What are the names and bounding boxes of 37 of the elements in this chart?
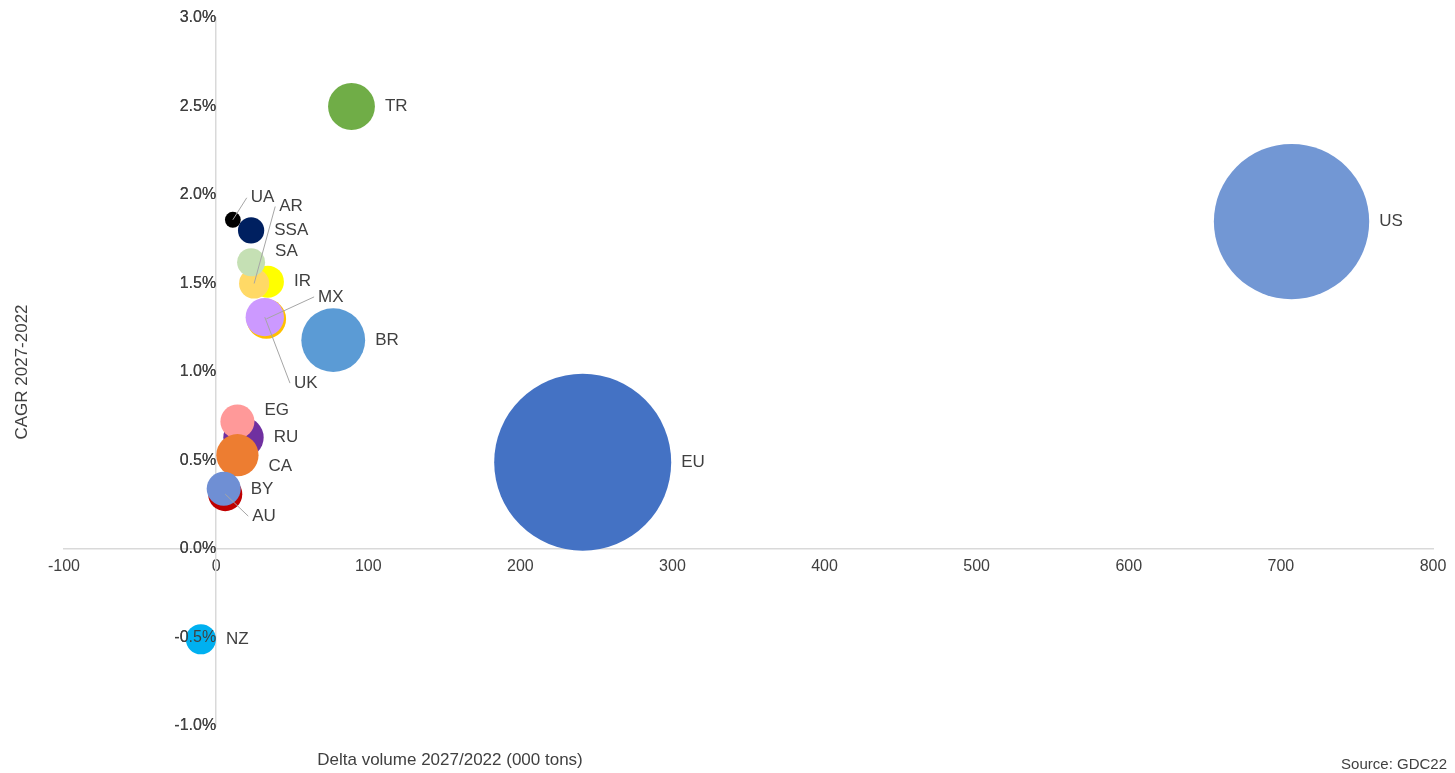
source-note: Source: GDC22 [1341,755,1447,772]
series-label: SSA [274,220,309,240]
x-tick-label: 400 [811,557,838,575]
series-label: UA [250,187,276,207]
series-label: US [1379,211,1403,231]
x-tick-label: 800 [1419,557,1447,575]
series-label: EG [264,400,289,420]
series-label: MX [318,286,344,306]
series-label: NZ [225,628,249,648]
series-label: RU [273,427,299,447]
y-tick-label: 2.5% [179,96,217,114]
series-label: SA [275,240,299,260]
y-axis-title: CAGR 2027-2022 [12,304,32,440]
series-label: EU [681,451,705,471]
x-tick-label: 700 [1267,557,1295,575]
series-label: TR [384,96,408,116]
y-tick-label: 0.5% [179,450,217,468]
x-tick-label: 500 [963,557,991,575]
y-tick-label: 3.0% [179,8,217,26]
y-tick-label: 2.0% [179,185,217,203]
y-tick-label: 0.0% [179,539,217,557]
series-label: BR [375,329,399,349]
series-label: CA [268,455,293,475]
series-label: AU [252,505,276,525]
series-label: IR [293,271,311,291]
y-tick-label: 1.5% [179,273,217,291]
x-tick-label: -100 [47,557,81,575]
y-tick-label: 1.0% [179,362,217,380]
text: AR [279,196,303,216]
text: UK [293,372,319,392]
x-tick-label: 100 [354,557,382,575]
x-tick-label: 600 [1115,557,1143,575]
series-label: BY [250,478,274,498]
x-tick-label: 300 [659,557,686,575]
y-tick-label: -1.0% [174,716,217,734]
x-tick-label: 200 [506,557,534,575]
x-axis-title: Delta volume 2027/2022 (000 tons) [317,750,583,770]
